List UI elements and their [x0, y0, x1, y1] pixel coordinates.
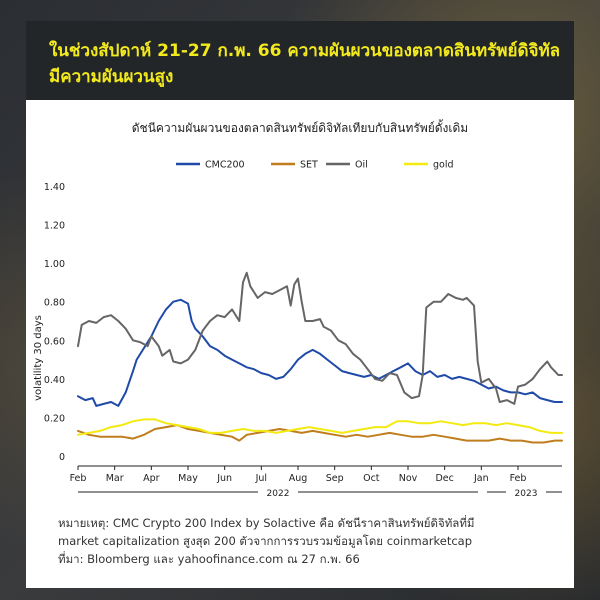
- legend: CMC200 SET Oil gold: [176, 160, 454, 171]
- x-tick-label: Mar: [106, 473, 124, 484]
- x-axis: Feb Mar Apr May Jun Jul Aug Sep Oct Nov Dec Jan Feb 2…: [70, 465, 562, 499]
- x-tick-label: Dec: [435, 473, 453, 484]
- series-line-gold: [77, 418, 563, 436]
- x-tick-label: May: [178, 473, 198, 484]
- y-tick-label: 0: [59, 452, 65, 463]
- y-tick-label: 1.20: [44, 221, 65, 232]
- header-banner: ในช่วงสัปดาห์ 21-27 ก.พ. 66 ความผันผวนขอ…: [26, 21, 574, 100]
- x-tick-label: Jul: [255, 473, 267, 484]
- series-line-oil: [77, 271, 563, 405]
- x-tick-label: Jan: [473, 473, 489, 484]
- legend-label-cmc200: CMC200: [205, 160, 245, 171]
- footnote-source: ที่มา: Bloomberg และ yahoofinance.com ณ …: [58, 552, 360, 566]
- chart-card: ดัชนีความผันผวนของตลาดสินทรัพย์ดิจิทัลเท…: [26, 100, 574, 588]
- chart-title: ดัชนีความผันผวนของตลาดสินทรัพย์ดิจิทัลเท…: [132, 119, 468, 135]
- y-axis-ticks: 0 0.20 0.40 0.60 0.80 1.00 1.20 1.40: [44, 182, 65, 463]
- x-tick-label: Nov: [399, 473, 418, 484]
- x-tick-label: Jun: [216, 473, 232, 484]
- legend-label-set: SET: [300, 160, 318, 171]
- year-label-bg: [258, 486, 298, 498]
- footnote-line1: หมายเหตุ: CMC Crypto 200 Index by Solact…: [58, 516, 475, 530]
- year-label-2022: 2022: [267, 489, 290, 499]
- year-label-2023: 2023: [515, 489, 538, 499]
- legend-label-gold: gold: [433, 160, 454, 171]
- page-title-line1: ในช่วงสัปดาห์ 21-27 ก.พ. 66 ความผันผวนขอ…: [49, 41, 561, 61]
- plot-lines: [77, 271, 563, 444]
- x-tick-label: Feb: [510, 473, 527, 484]
- x-tick-label: Sep: [326, 473, 344, 484]
- legend-label-oil: Oil: [355, 160, 368, 171]
- x-tick-label: Aug: [289, 473, 308, 484]
- y-tick-label: 0.40: [44, 375, 65, 386]
- year-label-bg: [506, 486, 546, 498]
- y-axis-label: volatility 30 days: [33, 315, 44, 401]
- series-line-cmc200: [77, 298, 563, 407]
- y-tick-label: 1.00: [44, 259, 65, 270]
- footnote: หมายเหตุ: CMC Crypto 200 Index by Solact…: [58, 514, 558, 568]
- y-tick-label: 0.60: [44, 336, 65, 347]
- y-tick-label: 0.80: [44, 298, 65, 309]
- x-tick-label: Apr: [143, 473, 160, 484]
- volatility-chart: ดัชนีความผันผวนของตลาดสินทรัพย์ดิจิทัลเท…: [33, 119, 563, 499]
- x-tick-label: Oct: [363, 473, 380, 484]
- series-line-set: [77, 424, 563, 444]
- y-tick-label: 0.20: [44, 413, 65, 424]
- y-tick-label: 1.40: [44, 182, 65, 193]
- footnote-line2: market capitalization สูงสุด 200 ตัวจากก…: [58, 534, 473, 548]
- page-title-line2: มีความผันผวนสูง: [49, 67, 174, 87]
- x-tick-label: Feb: [70, 473, 87, 484]
